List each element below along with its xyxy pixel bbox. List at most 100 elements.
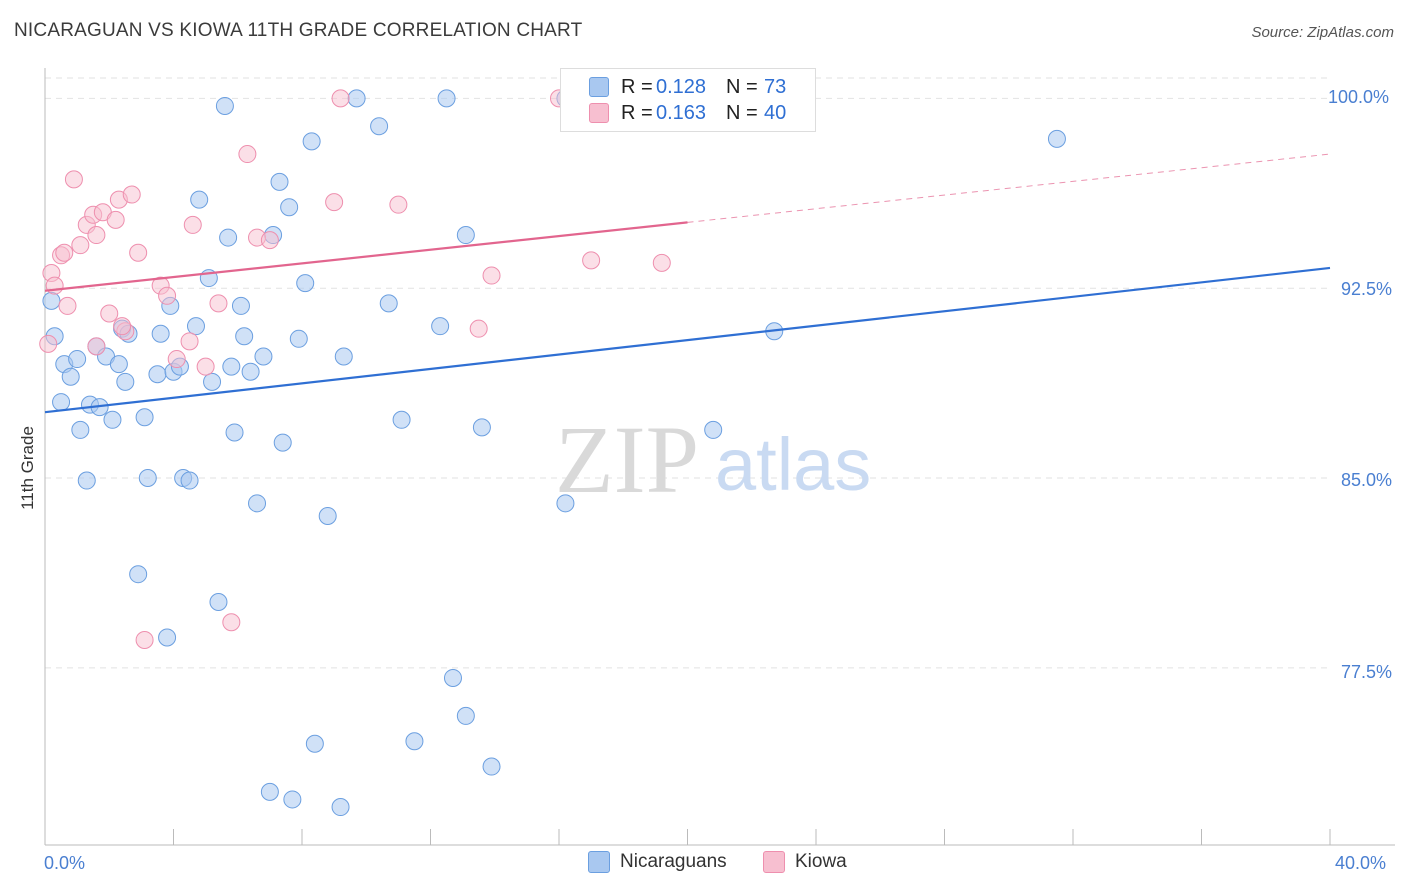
nicaraguans-point bbox=[68, 350, 87, 369]
nicaraguans-trend-line bbox=[44, 266, 1331, 414]
nicaraguans-point bbox=[222, 357, 241, 376]
nicaraguans-point bbox=[203, 372, 222, 391]
kiowa-point bbox=[106, 210, 125, 229]
legend-r-value: 0.163 bbox=[656, 101, 707, 124]
kiowa-point bbox=[158, 286, 177, 305]
x-tick-label: 40.0% bbox=[1335, 853, 1387, 873]
kiowa-point bbox=[238, 145, 257, 164]
nicaraguans-point bbox=[289, 329, 308, 348]
kiowa-point bbox=[582, 251, 601, 270]
kiowa-point bbox=[325, 193, 344, 212]
nicaraguans-point bbox=[52, 393, 71, 412]
kiowa-point bbox=[183, 215, 202, 234]
kiowa-point bbox=[100, 304, 119, 323]
nicaraguans-point bbox=[116, 372, 135, 391]
kiowa-point bbox=[209, 294, 228, 313]
nicaraguans-point bbox=[248, 494, 267, 513]
legend-r-label: R = bbox=[621, 75, 653, 98]
nicaraguans-point bbox=[42, 291, 61, 310]
nicaraguans-point bbox=[472, 418, 491, 437]
series-kiowa-points bbox=[39, 89, 671, 649]
kiowa-point bbox=[58, 296, 77, 315]
x-tick-label: 0.0% bbox=[44, 853, 86, 873]
y-tick-label: 100.0% bbox=[1328, 87, 1390, 107]
y-tick-label: 92.5% bbox=[1341, 279, 1393, 299]
nicaraguans-swatch bbox=[589, 77, 609, 97]
nicaraguans-point bbox=[456, 226, 475, 245]
nicaraguans-point bbox=[103, 410, 122, 429]
legend-r-value: 0.128 bbox=[656, 75, 707, 98]
axes bbox=[44, 68, 1395, 846]
nicaraguans-legend-swatch bbox=[588, 851, 610, 873]
nicaraguans-point bbox=[443, 668, 462, 687]
nicaraguans-point bbox=[71, 420, 90, 439]
nicaraguans-point bbox=[280, 198, 299, 217]
nicaraguans-point bbox=[241, 362, 260, 381]
kiowa-point bbox=[129, 243, 148, 262]
source-label: Source: ZipAtlas.com bbox=[1251, 24, 1394, 41]
nicaraguans-point bbox=[180, 471, 199, 490]
nicaraguans-point bbox=[77, 471, 96, 490]
nicaraguans-point bbox=[347, 89, 366, 108]
nicaraguans-point bbox=[225, 423, 244, 442]
nicaraguans-point bbox=[482, 757, 501, 776]
nicaraguans-point bbox=[704, 420, 723, 439]
kiowa-trend-line bbox=[44, 221, 688, 292]
kiowa-point bbox=[469, 319, 488, 338]
nicaraguans-point bbox=[231, 296, 250, 315]
legend-r-label: R = bbox=[621, 101, 653, 124]
nicaraguans-point bbox=[273, 433, 292, 452]
legend-item-kiowa[interactable]: Kiowa bbox=[763, 851, 847, 873]
nicaraguans-point bbox=[129, 565, 148, 584]
legend-n-value: 40 bbox=[764, 101, 787, 124]
nicaraguans-point bbox=[331, 798, 350, 817]
legend-n-label: N = bbox=[726, 101, 758, 124]
kiowa-point bbox=[260, 231, 279, 250]
nicaraguans-point bbox=[61, 367, 80, 386]
nicaraguans-point bbox=[431, 317, 450, 336]
nicaraguans-point bbox=[151, 324, 170, 343]
chart-title: NICARAGUAN VS KIOWA 11TH GRADE CORRELATI… bbox=[14, 20, 583, 41]
kiowa-point bbox=[652, 253, 671, 272]
kiowa-point bbox=[122, 185, 141, 204]
nicaraguans-point bbox=[148, 365, 167, 384]
kiowa-point bbox=[331, 89, 350, 108]
kiowa-point bbox=[64, 170, 83, 189]
watermark-atlas: atlas bbox=[715, 423, 871, 506]
kiowa-point bbox=[45, 276, 64, 295]
nicaraguans-point bbox=[334, 347, 353, 366]
kiowa-point bbox=[87, 226, 106, 245]
kiowa-point bbox=[222, 613, 241, 632]
nicaraguans-point bbox=[296, 274, 315, 293]
nicaraguans-point bbox=[260, 782, 279, 801]
legend-label: Nicaraguans bbox=[620, 851, 727, 872]
legend-n-label: N = bbox=[726, 75, 758, 98]
nicaraguans-point bbox=[405, 732, 424, 751]
nicaraguans-point bbox=[456, 706, 475, 725]
legend-item-nicaraguans[interactable]: Nicaraguans bbox=[588, 851, 727, 873]
nicaraguans-point bbox=[379, 294, 398, 313]
kiowa-point bbox=[135, 630, 154, 649]
kiowa-point bbox=[196, 357, 215, 376]
nicaraguans-point bbox=[209, 593, 228, 612]
nicaraguans-point bbox=[305, 734, 324, 753]
nicaraguans-point bbox=[190, 190, 209, 209]
nicaraguans-point bbox=[392, 410, 411, 429]
nicaraguans-point bbox=[235, 327, 254, 346]
watermark-zip: ZIP bbox=[555, 406, 699, 513]
kiowa-point bbox=[55, 243, 74, 262]
nicaraguans-point bbox=[370, 117, 389, 136]
kiowa-legend-swatch bbox=[763, 851, 785, 873]
kiowa-point bbox=[87, 337, 106, 356]
y-tick-label: 77.5% bbox=[1341, 662, 1393, 682]
nicaraguans-point bbox=[437, 89, 456, 108]
kiowa-point bbox=[113, 317, 132, 336]
nicaraguans-point bbox=[219, 228, 238, 247]
legend-row-kiowa: R = 0.163 N = 40 bbox=[561, 101, 815, 125]
nicaraguans-point bbox=[138, 469, 157, 488]
nicaraguans-point bbox=[302, 132, 321, 151]
y-tick-label: 85.0% bbox=[1341, 470, 1393, 490]
kiowa-swatch bbox=[589, 103, 609, 123]
nicaraguans-point bbox=[318, 506, 337, 525]
